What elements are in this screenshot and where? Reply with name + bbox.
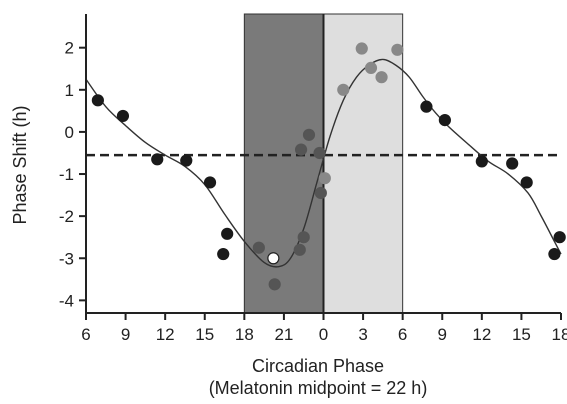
data-point-23 xyxy=(438,114,451,127)
x-tick-label: 15 xyxy=(512,325,531,344)
data-point-5 xyxy=(221,227,234,240)
data-point-24 xyxy=(475,155,488,168)
data-point-26 xyxy=(520,176,533,189)
data-point-10 xyxy=(293,243,306,256)
shaded-band-1 xyxy=(323,13,404,314)
y-tick-label: 1 xyxy=(65,81,74,100)
data-point-0 xyxy=(91,94,104,107)
data-point-25 xyxy=(506,157,519,170)
data-point-11 xyxy=(297,231,310,244)
x-tick-label: 3 xyxy=(358,325,367,344)
y-tick-label: 0 xyxy=(65,123,74,142)
x-tick-label: 0 xyxy=(319,325,328,344)
data-point-12 xyxy=(294,143,308,156)
data-point-27 xyxy=(548,247,561,261)
shaded-bands xyxy=(243,13,404,314)
data-point-13 xyxy=(302,128,316,141)
y-axis-ticks: 2 1 0 -1 -2 -3 -4 xyxy=(59,39,86,310)
data-point-16 xyxy=(318,172,331,185)
shaded-band-0 xyxy=(243,13,324,314)
y-axis-title: Phase Shift (h) xyxy=(10,105,30,224)
data-point-18 xyxy=(355,42,368,55)
x-axis-note: (Melatonin midpoint = 22 h) xyxy=(209,378,428,398)
data-point-9 xyxy=(268,278,281,291)
data-point-15 xyxy=(314,186,327,200)
y-tick-label: -2 xyxy=(59,207,74,226)
data-point-6 xyxy=(217,247,230,261)
x-tick-label: 9 xyxy=(121,325,130,344)
y-tick-label: -1 xyxy=(59,165,74,184)
x-tick-label: 18 xyxy=(235,325,254,344)
data-point-3 xyxy=(180,154,193,167)
data-point-2 xyxy=(151,153,164,166)
data-points xyxy=(91,42,566,291)
data-point-7 xyxy=(252,241,265,254)
data-point-19 xyxy=(364,61,378,75)
y-tick-label: -3 xyxy=(59,249,74,268)
data-point-1 xyxy=(116,109,130,123)
data-point-28 xyxy=(553,231,566,244)
data-point-8 xyxy=(267,252,280,265)
x-tick-label: 9 xyxy=(438,325,447,344)
y-tick-label: 2 xyxy=(65,39,74,58)
x-tick-label: 15 xyxy=(195,325,214,344)
x-tick-label: 18 xyxy=(552,325,567,344)
x-tick-label: 12 xyxy=(156,325,175,344)
x-tick-label: 12 xyxy=(472,325,491,344)
data-point-4 xyxy=(203,176,217,189)
x-axis-ticks: 6 9 12 15 18 21 0 3 6 9 12 15 18 xyxy=(81,313,567,344)
x-tick-label: 21 xyxy=(274,325,293,344)
data-point-21 xyxy=(391,43,404,56)
data-point-17 xyxy=(337,83,350,96)
data-point-22 xyxy=(420,100,433,113)
x-tick-label: 6 xyxy=(81,325,90,344)
x-axis-title: Circadian Phase xyxy=(252,356,384,376)
data-point-14 xyxy=(313,146,326,160)
x-tick-label: 6 xyxy=(398,325,407,344)
data-point-20 xyxy=(375,71,388,84)
y-tick-label: -4 xyxy=(59,291,74,310)
